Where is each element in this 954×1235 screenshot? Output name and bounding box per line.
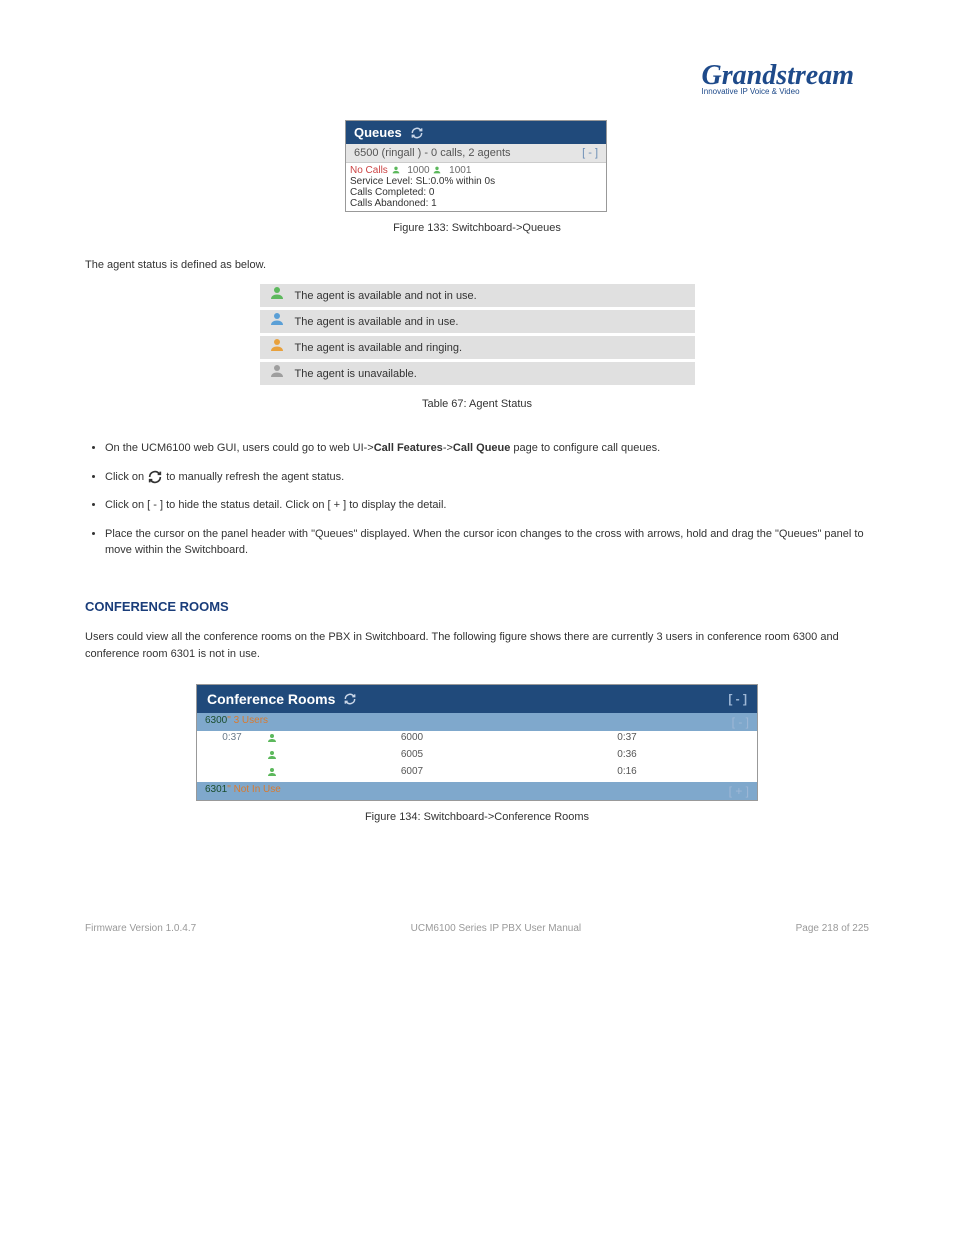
table-row: The agent is available and in use. xyxy=(260,310,695,333)
status-desc: The agent is unavailable. xyxy=(295,362,695,385)
user-duration: 0:37 xyxy=(537,732,717,747)
room-status: " 3 Users xyxy=(227,715,268,726)
user-icon xyxy=(266,732,278,744)
calls-completed: Calls Completed: 0 xyxy=(350,187,602,198)
conference-row: 6007 0:16 xyxy=(197,765,757,782)
refresh-icon xyxy=(147,469,163,485)
figure-caption: Figure 134: Switchboard->Conference Room… xyxy=(85,811,869,823)
queues-title: Queues xyxy=(354,125,402,140)
expand-button[interactable]: [ + ] xyxy=(729,784,749,798)
agent-ext: 1000 xyxy=(407,165,429,176)
conference-body: 0:37 6000 0:37 6005 0:36 6007 0:16 xyxy=(197,731,757,782)
table-row: The agent is unavailable. xyxy=(260,362,695,385)
user-duration: 0:16 xyxy=(537,766,717,781)
conference-row: 0:37 6000 0:37 xyxy=(197,731,757,748)
section-intro: Users could view all the conference room… xyxy=(85,629,869,664)
list-item: Click on [ - ] to hide the status detail… xyxy=(105,497,869,514)
user-ext: 6000 xyxy=(287,732,537,747)
conference-title: Conference Rooms xyxy=(207,691,335,707)
section-heading: CONFERENCE ROOMS xyxy=(85,599,869,614)
table-caption: Table 67: Agent Status xyxy=(85,398,869,410)
instruction-list: On the UCM6100 web GUI, users could go t… xyxy=(85,440,869,559)
status-desc: The agent is available and ringing. xyxy=(295,336,695,359)
person-icon xyxy=(268,362,286,380)
list-item: On the UCM6100 web GUI, users could go t… xyxy=(105,440,869,457)
list-item: Click on to manually refresh the agent s… xyxy=(105,469,869,486)
footer-firmware: Firmware Version 1.0.4.7 xyxy=(85,923,196,934)
collapse-button[interactable]: [ - ] xyxy=(732,715,749,729)
person-icon xyxy=(268,336,286,354)
person-icon xyxy=(268,284,286,302)
brand-logo: Grandstream Innovative IP Voice & Video xyxy=(702,60,854,96)
conference-room-header: 6301" Not In Use [ + ] xyxy=(197,782,757,800)
user-ext: 6005 xyxy=(287,749,537,764)
status-desc: The agent is available and not in use. xyxy=(295,284,695,307)
agent-status-table: The agent is available and not in use. T… xyxy=(260,281,695,388)
table-row: The agent is available and not in use. xyxy=(260,284,695,307)
room-time: 0:37 xyxy=(207,732,257,747)
person-icon xyxy=(268,310,286,328)
conference-room-header: 6300" 3 Users [ - ] xyxy=(197,713,757,731)
user-icon xyxy=(266,749,278,761)
footer-title: UCM6100 Series IP PBX User Manual xyxy=(411,923,581,934)
status-desc: The agent is available and in use. xyxy=(295,310,695,333)
refresh-icon[interactable] xyxy=(343,692,357,706)
figure-caption: Figure 133: Switchboard->Queues xyxy=(85,222,869,234)
footer-page: Page 218 of 225 xyxy=(796,923,869,934)
user-duration: 0:36 xyxy=(537,749,717,764)
agent-ext: 1001 xyxy=(449,165,471,176)
refresh-icon[interactable] xyxy=(410,126,424,140)
agent-icon xyxy=(432,165,442,175)
calls-abandoned: Calls Abandoned: 1 xyxy=(350,198,602,209)
table-row: The agent is available and ringing. xyxy=(260,336,695,359)
user-icon xyxy=(266,766,278,778)
queues-subheader: 6500 (ringall ) - 0 calls, 2 agents [ - … xyxy=(346,144,606,163)
no-calls-text: No Calls xyxy=(350,165,388,176)
room-number: 6301 xyxy=(205,784,227,795)
queue-info: 6500 (ringall ) - 0 calls, 2 agents xyxy=(354,147,511,159)
conference-row: 6005 0:36 xyxy=(197,748,757,765)
agent-icon xyxy=(391,165,401,175)
service-level: Service Level: SL:0.0% within 0s xyxy=(350,176,602,187)
collapse-button[interactable]: [ - ] xyxy=(582,147,598,159)
conference-header[interactable]: Conference Rooms [ - ] xyxy=(197,685,757,713)
room-status: " Not In Use xyxy=(227,784,281,795)
conference-panel: Conference Rooms [ - ] 6300" 3 Users [ -… xyxy=(196,684,758,801)
agent-status-intro: The agent status is defined as below. xyxy=(85,259,869,271)
list-item: Place the cursor on the panel header wit… xyxy=(105,526,869,559)
queues-panel-header[interactable]: Queues xyxy=(346,121,606,144)
queues-body: No Calls 1000 1001 Service Level: SL:0.0… xyxy=(346,163,606,211)
queues-panel: Queues 6500 (ringall ) - 0 calls, 2 agen… xyxy=(345,120,607,212)
collapse-button[interactable]: [ - ] xyxy=(728,692,747,706)
page-footer: Firmware Version 1.0.4.7 UCM6100 Series … xyxy=(85,923,869,934)
room-number: 6300 xyxy=(205,715,227,726)
user-ext: 6007 xyxy=(287,766,537,781)
